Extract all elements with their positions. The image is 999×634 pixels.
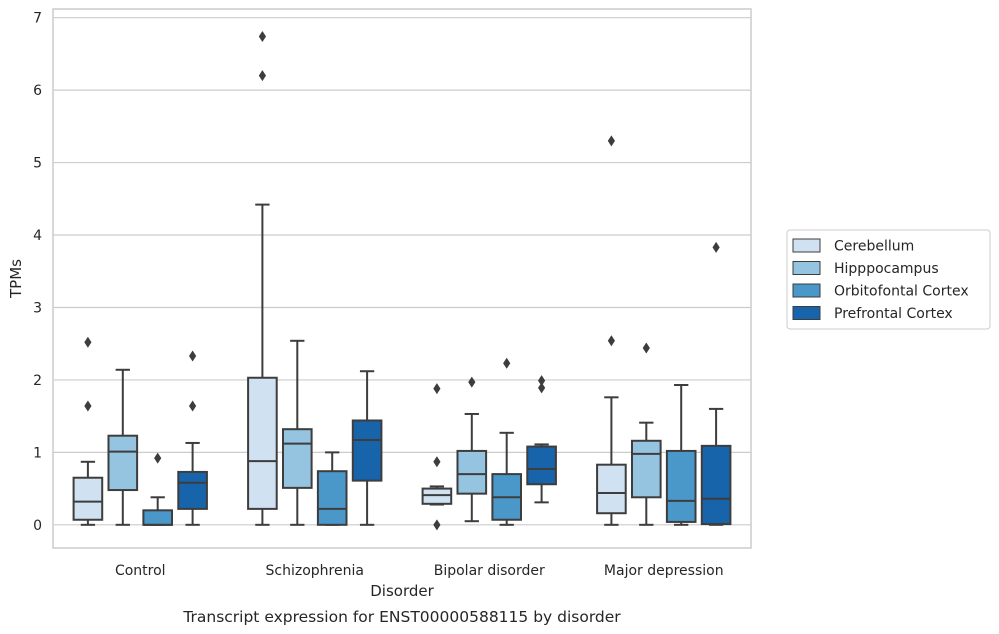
- box-bipolar-disorder-hipppocampus: [456, 376, 488, 523]
- box-iqr: [456, 449, 488, 495]
- x-axis-title: Disorder: [370, 582, 434, 600]
- box-iqr: [247, 376, 278, 510]
- box-iqr: [72, 476, 104, 521]
- outlier-point: [712, 241, 720, 253]
- box-iqr: [281, 428, 313, 489]
- box-major-depression-cerebellum: [596, 135, 627, 526]
- box-iqr: [351, 419, 383, 482]
- outlier-point: [503, 357, 511, 369]
- legend-swatch: [792, 283, 821, 298]
- box-control-hipppocampus: [107, 368, 139, 526]
- y-tick-label: 1: [33, 445, 42, 461]
- y-tick-label: 6: [33, 83, 42, 99]
- y-tick-label: 4: [33, 228, 42, 244]
- outlier-point: [258, 31, 266, 43]
- legend-label: Cerebellum: [834, 239, 914, 255]
- box-bipolar-disorder-cerebellum: [421, 383, 453, 531]
- box-bipolar-disorder-prefrontal-cortex: [526, 375, 557, 504]
- outlier-point: [538, 375, 546, 387]
- outlier-point: [642, 342, 650, 354]
- box-iqr: [107, 434, 139, 492]
- plot-area: [52, 8, 752, 549]
- box-iqr: [665, 449, 697, 523]
- box-schizophrenia-orbitofontal-cortex: [316, 451, 348, 526]
- x-tick-labels: Control Schizophrenia Bipolar disorder Majo…: [115, 563, 724, 579]
- boxes: [72, 31, 732, 531]
- outlier-point: [433, 519, 441, 531]
- box-iqr: [421, 487, 453, 505]
- y-tick-labels: 0 1 2 3 4 5 6 7: [33, 11, 42, 534]
- box-iqr: [142, 509, 174, 526]
- outlier-point: [189, 350, 197, 362]
- outlier-point: [607, 135, 615, 147]
- y-axis-title: TPMs: [7, 259, 25, 299]
- legend-frame: [786, 229, 991, 330]
- box-schizophrenia-hipppocampus: [281, 339, 313, 526]
- box-schizophrenia-cerebellum: [247, 31, 278, 526]
- legend: Cerebellum Hipppocampus Orbitofontal Corte…: [786, 229, 991, 330]
- y-tick-label: 5: [33, 156, 42, 172]
- box-control-cerebellum: [72, 336, 104, 526]
- chart-caption: Transcript expression for ENST0000058811…: [182, 608, 621, 626]
- outlier-point: [84, 400, 92, 412]
- outlier-point: [433, 383, 441, 395]
- box-iqr: [596, 463, 627, 515]
- y-gridlines: [53, 17, 751, 526]
- outlier-point: [258, 70, 266, 82]
- outlier-point: [468, 376, 476, 388]
- x-tick-label: Schizophrenia: [266, 563, 364, 579]
- box-major-depression-prefrontal-cortex: [700, 241, 732, 526]
- box-iqr: [630, 439, 662, 499]
- box-control-prefrontal-cortex: [177, 350, 208, 526]
- box-iqr: [316, 470, 348, 526]
- x-tick-label: Major depression: [604, 563, 724, 579]
- outlier-point: [84, 336, 92, 348]
- box-iqr: [526, 445, 557, 486]
- y-tick-label: 7: [33, 11, 42, 27]
- box-major-depression-hipppocampus: [630, 342, 662, 526]
- legend-swatch: [792, 306, 821, 320]
- legend-label: Prefrontal Cortex: [834, 306, 953, 322]
- box-iqr: [700, 444, 732, 526]
- outlier-point: [189, 400, 197, 412]
- outlier-point: [607, 335, 615, 347]
- x-tick-label: Bipolar disorder: [434, 563, 545, 579]
- legend-swatch: [792, 238, 821, 253]
- legend-swatch: [792, 261, 821, 275]
- y-tick-label: 2: [33, 373, 42, 389]
- box-control-orbitofontal-cortex: [142, 452, 174, 526]
- outlier-point: [538, 382, 546, 394]
- box-iqr: [177, 470, 208, 510]
- y-tick-label: 3: [33, 300, 42, 316]
- y-tick-label: 0: [33, 518, 42, 534]
- box-schizophrenia-prefrontal-cortex: [351, 370, 383, 526]
- outlier-point: [433, 456, 441, 468]
- legend-label: Hipppocampus: [834, 261, 939, 277]
- box-major-depression-orbitofontal-cortex: [665, 383, 697, 526]
- x-tick-label: Control: [115, 563, 166, 579]
- box-bipolar-disorder-orbitofontal-cortex: [491, 357, 523, 526]
- outlier-point: [154, 452, 162, 464]
- legend-label: Orbitofontal Cortex: [834, 284, 969, 300]
